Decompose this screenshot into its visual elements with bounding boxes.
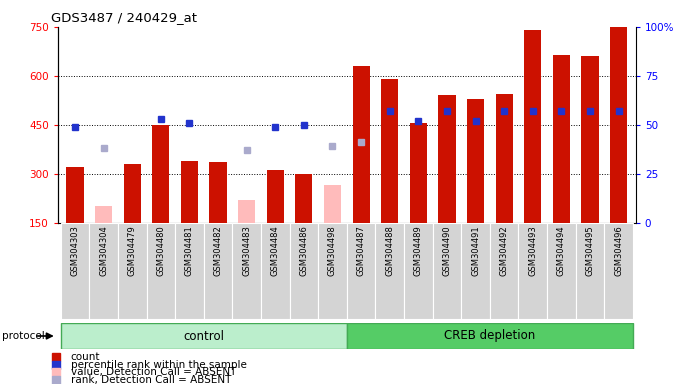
Bar [467, 99, 484, 223]
Text: GSM304304: GSM304304 [99, 226, 108, 276]
Bar [324, 185, 341, 223]
Text: GSM304489: GSM304489 [414, 226, 423, 276]
Text: GSM304494: GSM304494 [557, 226, 566, 276]
Bar [581, 56, 598, 223]
Bar [439, 95, 456, 223]
Bar [118, 223, 146, 319]
Bar [89, 223, 118, 319]
Bar [461, 223, 490, 319]
Text: GSM304486: GSM304486 [299, 226, 308, 276]
Text: GSM304479: GSM304479 [128, 226, 137, 276]
Bar [61, 323, 347, 349]
Text: GSM304487: GSM304487 [356, 226, 366, 276]
Text: count: count [71, 352, 101, 362]
Bar [432, 223, 461, 319]
Bar [146, 223, 175, 319]
Text: rank, Detection Call = ABSENT: rank, Detection Call = ABSENT [71, 375, 231, 384]
Bar [404, 223, 432, 319]
Text: value, Detection Call = ABSENT: value, Detection Call = ABSENT [71, 367, 236, 377]
Text: control: control [183, 329, 224, 343]
Text: GSM304490: GSM304490 [443, 226, 452, 276]
Bar [209, 162, 226, 223]
Text: GSM304495: GSM304495 [585, 226, 594, 276]
Bar [375, 223, 404, 319]
Bar [524, 30, 541, 223]
Bar [152, 125, 169, 223]
Bar [181, 161, 198, 223]
Text: GSM304303: GSM304303 [71, 226, 80, 276]
Bar [496, 94, 513, 223]
Bar [553, 55, 570, 223]
Bar [175, 223, 204, 319]
Bar [290, 223, 318, 319]
Bar [295, 174, 313, 223]
Bar [204, 223, 233, 319]
Text: GSM304483: GSM304483 [242, 226, 251, 276]
Text: CREB depletion: CREB depletion [444, 329, 535, 343]
Text: GSM304488: GSM304488 [386, 226, 394, 276]
Text: GSM304481: GSM304481 [185, 226, 194, 276]
Bar [61, 223, 89, 319]
Bar [261, 223, 290, 319]
Text: GSM304484: GSM304484 [271, 226, 279, 276]
Bar [233, 223, 261, 319]
Bar [347, 223, 375, 319]
Text: GSM304493: GSM304493 [528, 226, 537, 276]
Bar [267, 170, 284, 223]
Text: protocol: protocol [2, 331, 45, 341]
Text: GSM304482: GSM304482 [214, 226, 222, 276]
Bar [547, 223, 576, 319]
Bar [490, 223, 518, 319]
Bar [518, 223, 547, 319]
Bar [352, 66, 370, 223]
Text: GSM304496: GSM304496 [614, 226, 623, 276]
Bar [124, 164, 141, 223]
Bar [95, 207, 112, 223]
Text: percentile rank within the sample: percentile rank within the sample [71, 360, 247, 370]
Text: GSM304480: GSM304480 [156, 226, 165, 276]
Bar [410, 123, 427, 223]
Bar [238, 200, 255, 223]
Text: GDS3487 / 240429_at: GDS3487 / 240429_at [51, 12, 197, 25]
Text: GSM304498: GSM304498 [328, 226, 337, 276]
Bar [347, 323, 633, 349]
Text: GSM304492: GSM304492 [500, 226, 509, 276]
Bar [576, 223, 605, 319]
Bar [381, 79, 398, 223]
Bar [605, 223, 633, 319]
Bar [318, 223, 347, 319]
Text: GSM304491: GSM304491 [471, 226, 480, 276]
Bar [610, 27, 627, 223]
Bar [67, 167, 84, 223]
